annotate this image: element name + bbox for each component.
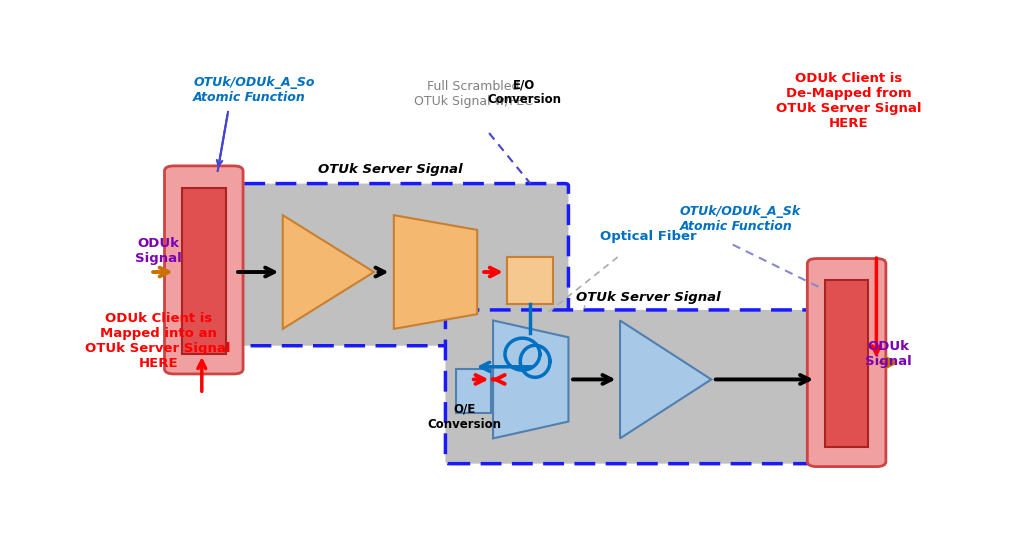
FancyBboxPatch shape: [165, 166, 243, 374]
Text: O/E
Conversion: O/E Conversion: [427, 403, 502, 430]
Text: ODUk
Signal: ODUk Signal: [135, 237, 181, 265]
Polygon shape: [620, 321, 712, 438]
Bar: [507, 257, 553, 304]
Text: Optical Fiber: Optical Fiber: [600, 230, 696, 243]
Text: OTUk Server Signal: OTUk Server Signal: [318, 162, 463, 176]
Text: ODUk Client is
De-Mapped from
OTUk Server Signal
HERE: ODUk Client is De-Mapped from OTUk Serve…: [776, 72, 922, 130]
Polygon shape: [494, 321, 568, 438]
Polygon shape: [283, 215, 374, 329]
Polygon shape: [394, 215, 477, 329]
Text: ODUk Client is
Mapped into an
OTUk Server Signal
HERE: ODUk Client is Mapped into an OTUk Serve…: [85, 312, 230, 370]
Text: OTUk/ODUk_A_Sk
Atomic Function: OTUk/ODUk_A_Sk Atomic Function: [680, 205, 801, 232]
Text: OTUk Server Signal: OTUk Server Signal: [577, 291, 721, 304]
Text: E/O
Conversion: E/O Conversion: [487, 78, 561, 106]
Text: Full Scrambled
OTUk Signal w/FEC: Full Scrambled OTUk Signal w/FEC: [414, 80, 532, 108]
FancyBboxPatch shape: [807, 259, 886, 467]
Bar: [456, 369, 492, 413]
Text: OTUk/ODUk_A_So
Atomic Function: OTUk/ODUk_A_So Atomic Function: [194, 76, 314, 104]
Text: ODUk
Signal: ODUk Signal: [865, 340, 911, 368]
FancyBboxPatch shape: [215, 184, 568, 346]
Bar: [182, 188, 225, 354]
FancyBboxPatch shape: [445, 310, 811, 464]
Bar: [824, 281, 868, 447]
